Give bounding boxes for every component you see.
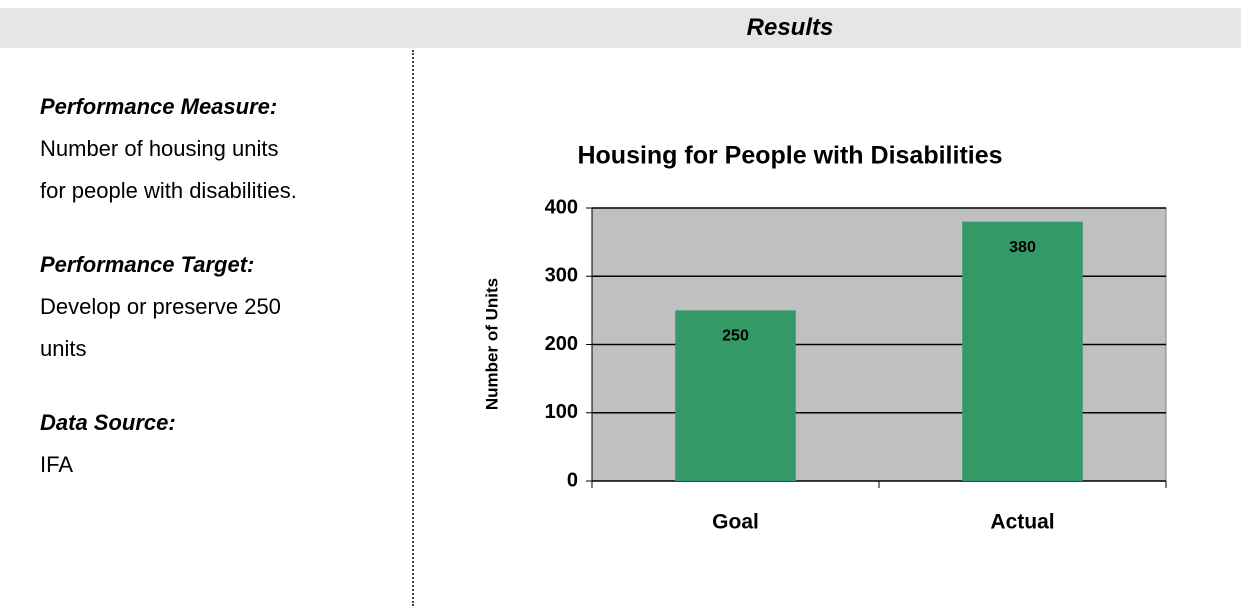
y-axis-label: Number of Units: [482, 278, 501, 410]
section-text: for people with disabilities.: [40, 178, 297, 203]
divider: [412, 50, 414, 606]
header-bar: Results: [0, 8, 1241, 48]
y-tick-label: 200: [545, 333, 578, 355]
header-title: Results: [746, 14, 834, 41]
section-label: Performance Measure:: [40, 94, 278, 119]
bar: [962, 221, 1083, 481]
chart-title: Housing for People with Disabilities: [577, 142, 1002, 170]
section-text: Develop or preserve 250: [40, 294, 281, 319]
section-label: Data Source:: [40, 410, 176, 435]
section: Data Source: IFA: [40, 402, 400, 486]
section: Performance Measure: Number of housing un…: [40, 86, 400, 212]
x-tick-label: Goal: [712, 511, 759, 534]
y-tick-label: 400: [545, 196, 578, 218]
section-text: Number of housing units: [40, 136, 279, 161]
y-tick-label: 300: [545, 265, 578, 287]
section: Performance Target: Develop or preserve 2…: [40, 244, 400, 370]
left-panel: Performance Measure: Number of housing un…: [40, 86, 400, 518]
bar: [675, 310, 796, 481]
y-tick-label: 0: [567, 469, 578, 491]
value-label: 250: [722, 328, 749, 345]
y-tick-label: 100: [545, 401, 578, 423]
value-label: 380: [1009, 239, 1036, 256]
section-text: units: [40, 336, 87, 361]
section-text: IFA: [40, 452, 74, 477]
x-tick-label: Actual: [990, 511, 1054, 534]
section-label: Performance Target:: [40, 252, 255, 277]
